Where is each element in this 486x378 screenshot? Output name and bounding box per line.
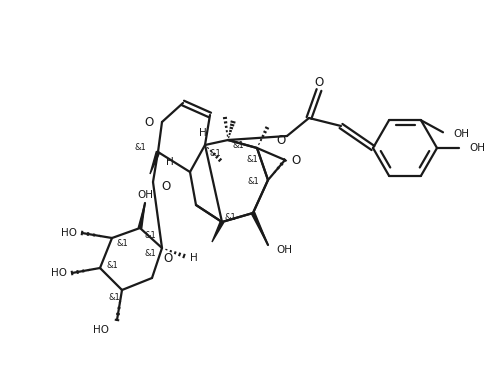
Polygon shape	[139, 203, 145, 228]
Text: H: H	[199, 128, 207, 138]
Text: O: O	[161, 181, 170, 194]
Text: &1: &1	[232, 141, 244, 150]
Text: OH: OH	[276, 245, 292, 255]
Polygon shape	[212, 221, 224, 242]
Text: &1: &1	[247, 178, 259, 186]
Text: OH: OH	[453, 129, 469, 139]
Text: &1: &1	[108, 293, 120, 302]
Text: O: O	[145, 116, 154, 129]
Text: &1: &1	[116, 239, 128, 248]
Polygon shape	[251, 212, 268, 245]
Text: &1: &1	[144, 231, 156, 240]
Text: H: H	[166, 157, 174, 167]
Text: HO: HO	[61, 228, 77, 238]
Text: HO: HO	[93, 325, 109, 335]
Text: &1: &1	[134, 143, 146, 152]
Text: &1: &1	[106, 260, 118, 270]
Text: O: O	[163, 251, 173, 265]
Text: &1: &1	[209, 149, 221, 158]
Text: OH: OH	[137, 190, 153, 200]
Text: O: O	[291, 153, 300, 166]
Polygon shape	[150, 152, 159, 174]
Text: O: O	[314, 76, 324, 88]
Text: &1: &1	[246, 155, 258, 164]
Text: &1: &1	[224, 212, 236, 222]
Text: HO: HO	[51, 268, 67, 278]
Text: OH: OH	[469, 143, 485, 153]
Text: O: O	[277, 133, 286, 147]
Text: H: H	[190, 253, 198, 263]
Text: &1: &1	[144, 249, 156, 259]
